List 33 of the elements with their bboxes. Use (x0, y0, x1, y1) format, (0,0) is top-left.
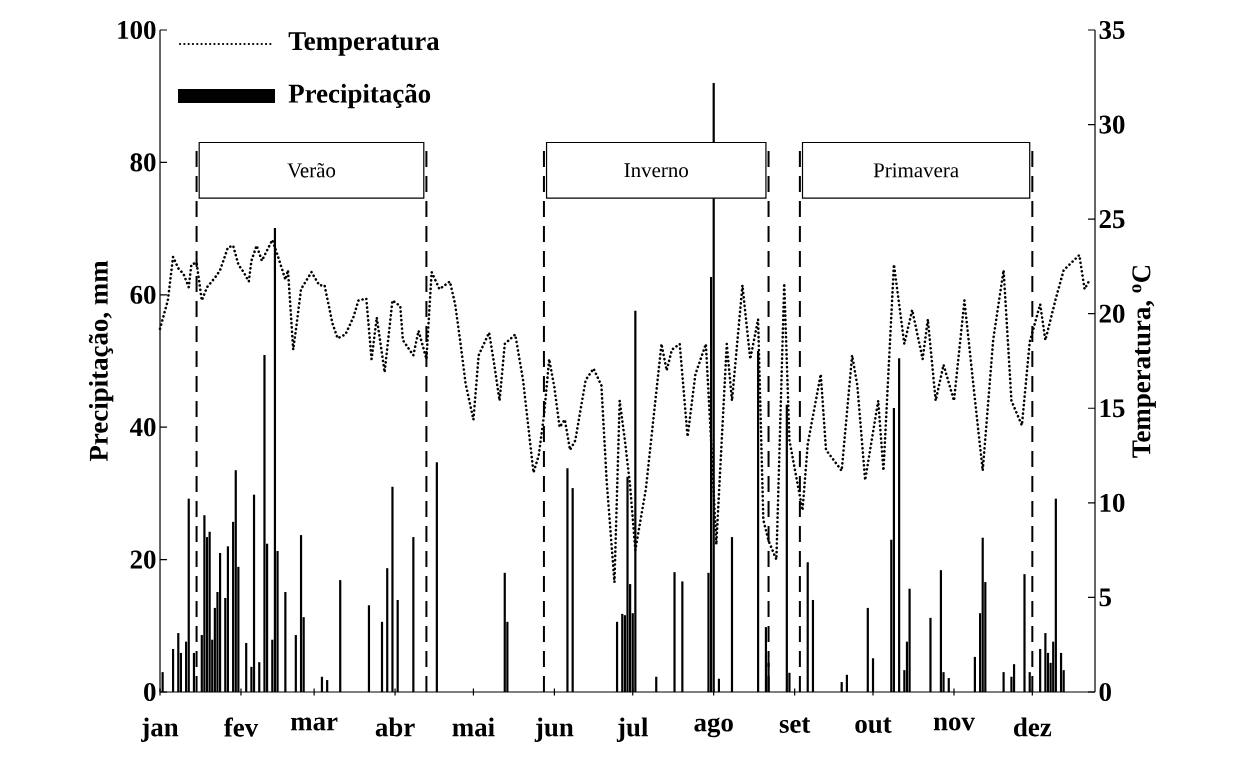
x-tick-label: ago (694, 717, 733, 738)
band-label: Verão (287, 163, 336, 178)
y-tick-label: 80 (130, 153, 156, 172)
x-tick-label: jul (616, 717, 648, 742)
y2-tick-label: 25 (1099, 210, 1125, 229)
x-tick-label: dez (1014, 717, 1052, 737)
x-tick-label: set (779, 717, 811, 733)
band-label: Inverno (624, 163, 688, 178)
y-tick-label: 40 (129, 418, 156, 437)
band-label: Primavera (873, 163, 959, 178)
y2-tick-label: 20 (1099, 304, 1125, 323)
y-tick-label: 60 (130, 285, 156, 304)
y2-tick-label: 15 (1100, 399, 1125, 418)
y-tick-label: 20 (130, 550, 156, 569)
y2-axis-title: Temperatura, $^{o}$C (1132, 265, 1156, 458)
y-axis-title: Precipitação, mm (88, 260, 114, 462)
y2-tick-label: 0 (1099, 682, 1111, 702)
legend-label: Precipitação (288, 83, 431, 109)
x-tick-label: mai (452, 717, 495, 737)
y2-tick-label: 10 (1100, 493, 1125, 512)
x-tick-label: jun (534, 717, 574, 742)
x-tick-label: out (855, 717, 892, 733)
y2-tick-label: 30 (1099, 115, 1125, 134)
y2-tick-label: 35 (1099, 20, 1125, 40)
y-tick-label: 100 (118, 20, 156, 40)
legend-label: Temperatura (288, 32, 440, 56)
x-tick-label: jan (141, 717, 179, 742)
x-tick-label: nov (933, 717, 975, 731)
x-tick-label: fev (224, 717, 259, 737)
y2-tick-label: 5 (1099, 588, 1111, 607)
y-tick-label: 0 (144, 682, 156, 702)
x-tick-label: abr (375, 717, 415, 737)
x-tick-label: mar (290, 717, 338, 731)
